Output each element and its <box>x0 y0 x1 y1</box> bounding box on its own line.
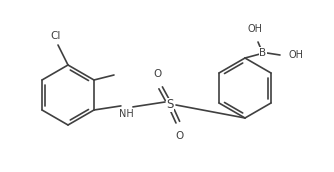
Text: S: S <box>166 99 174 111</box>
Text: B: B <box>260 48 267 58</box>
Text: NH: NH <box>119 109 133 119</box>
Text: OH: OH <box>289 50 304 60</box>
Text: OH: OH <box>247 24 263 34</box>
Text: O: O <box>176 131 184 141</box>
Text: O: O <box>154 69 162 79</box>
Text: Cl: Cl <box>51 31 61 41</box>
